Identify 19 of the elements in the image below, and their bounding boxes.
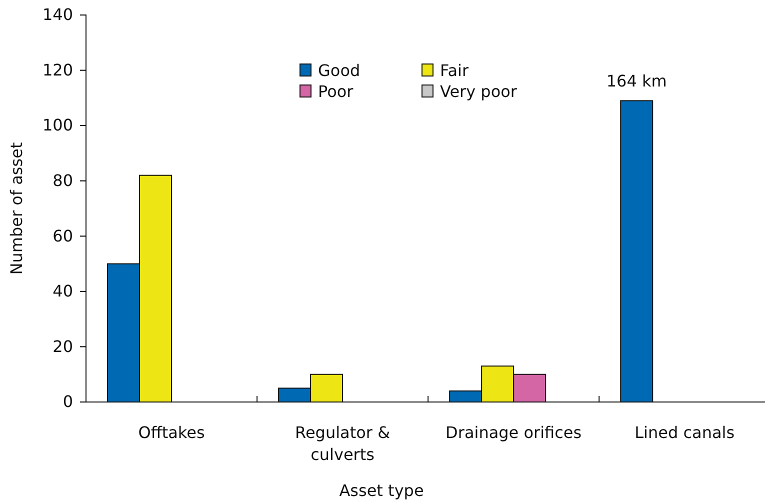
x-axis-title: Asset type [339,481,424,500]
y-tick-label: 60 [52,226,73,246]
y-tick-label: 80 [52,170,73,190]
legend-label: Very poor [440,82,518,101]
x-tick-label: Offtakes [138,423,205,442]
y-axis-title: Number of asset [7,142,26,275]
y-tick-label: 40 [52,282,73,301]
y-tick-label: 0 [62,392,73,412]
y-tick-label: 100 [42,116,73,135]
legend-label: Good [318,61,360,80]
y-tick-label: 20 [52,336,73,356]
annotation: 164 km [606,72,667,91]
x-tick-label: Regulator & culverts [295,423,390,464]
legend-label: Fair [440,61,469,80]
x-tick-label: Drainage orifices [446,423,582,442]
x-tick-label: Lined canals [634,423,735,442]
legend-label: Poor [318,82,354,101]
y-tick-label: 140 [42,5,73,24]
y-tick-label: 120 [42,60,73,80]
